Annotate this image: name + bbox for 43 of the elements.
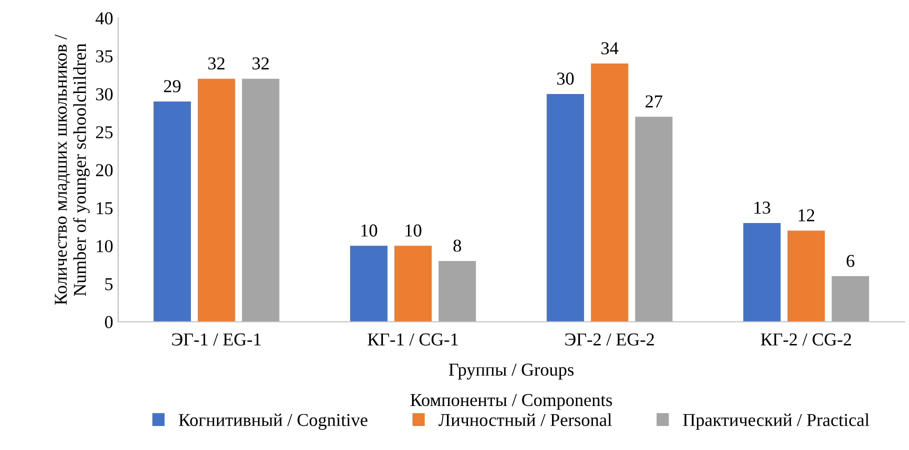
data-label: 32 [252, 57, 269, 70]
bar [242, 78, 280, 322]
data-label: 32 [208, 57, 224, 70]
legend-label: Когнитивный / Cognitive [178, 414, 368, 430]
data-label: 12 [798, 209, 814, 222]
bar [438, 261, 476, 322]
y-tick-label: 30 [96, 88, 113, 100]
y-axis-title: Количество младших школьников / Number of younger schoolchildren [54, 34, 90, 305]
data-label: 29 [164, 80, 181, 92]
y-tick-label: 0 [104, 316, 113, 328]
data-label: 13 [754, 202, 770, 214]
legend-label: Практический / Practical [683, 413, 870, 430]
bar [832, 276, 870, 322]
bar [743, 223, 781, 322]
bar [635, 116, 672, 322]
bar [198, 78, 236, 322]
x-tick-label: ЭГ-1 / EG-1 [172, 333, 261, 346]
data-label: 10 [361, 224, 378, 237]
data-label: 27 [646, 95, 662, 108]
bar [350, 246, 388, 322]
y-tick-label: 10 [96, 240, 113, 252]
bar [590, 64, 628, 322]
data-label: 10 [406, 224, 422, 237]
data-label: 6 [846, 254, 854, 267]
data-label: 30 [557, 72, 574, 85]
x-axis-title: Группы / Groups [448, 364, 574, 380]
bar [787, 230, 825, 322]
legend-title: Компоненты / Components [410, 394, 612, 410]
x-tick-label: КГ-2 / CG-2 [760, 333, 852, 346]
x-tick-label: КГ-1 / CG-1 [368, 333, 458, 346]
x-tick-label: ЭГ-2 / EG-2 [565, 333, 654, 346]
y-tick-label: 40 [96, 12, 113, 24]
y-tick-label: 25 [96, 126, 113, 138]
bar [154, 102, 191, 322]
y-tick-label: 20 [96, 164, 113, 176]
bar [546, 94, 584, 322]
y-tick-label: 5 [105, 278, 113, 290]
legend-label: Личностный / Personal [438, 413, 612, 426]
data-label: 34 [601, 42, 618, 54]
y-tick-label: 15 [96, 202, 113, 214]
y-tick-label: 35 [96, 50, 113, 62]
bar [394, 246, 432, 322]
data-label: 8 [453, 240, 462, 252]
